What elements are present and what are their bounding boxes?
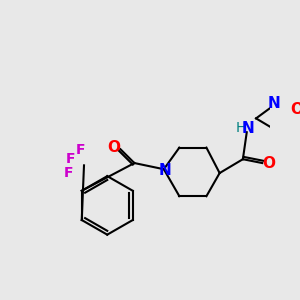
Text: N: N <box>268 96 280 111</box>
Text: H: H <box>236 122 246 135</box>
Text: O: O <box>262 155 275 170</box>
Text: O: O <box>108 140 121 155</box>
Text: CH₃: CH₃ <box>299 103 300 116</box>
Text: N: N <box>159 163 172 178</box>
Text: N: N <box>242 121 255 136</box>
Text: F: F <box>75 143 85 157</box>
Text: O: O <box>291 102 300 117</box>
Text: F: F <box>65 152 75 166</box>
Text: F: F <box>64 166 73 180</box>
